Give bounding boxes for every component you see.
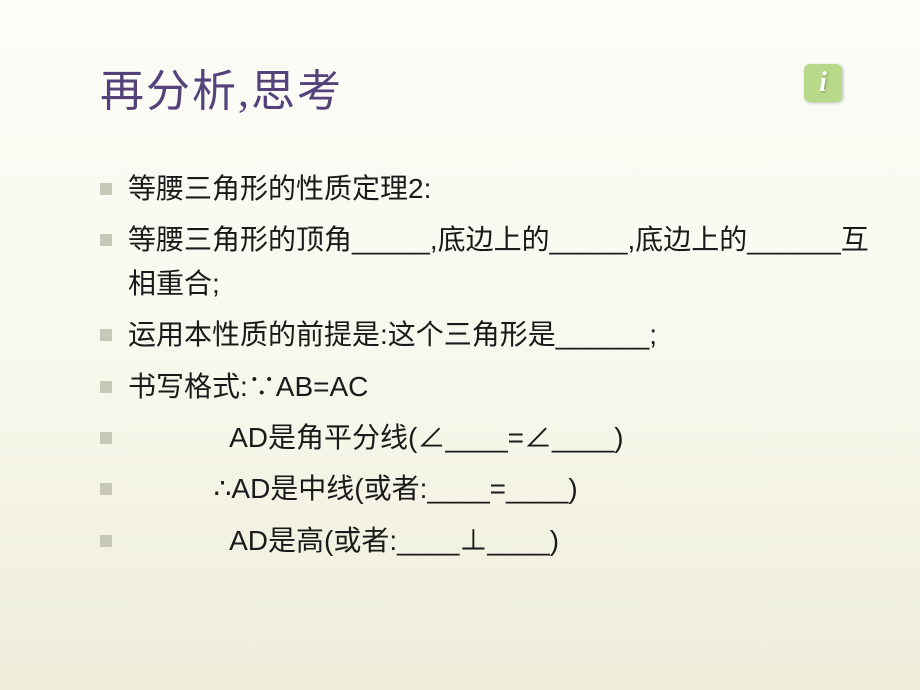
bullet-marker-icon <box>100 483 112 495</box>
bullet-text: 书写格式:∵AB=AC <box>128 365 870 408</box>
bullet-marker-icon <box>100 432 112 444</box>
slide-title: 再分析,思考 <box>100 55 870 119</box>
bullet-marker-icon <box>100 234 112 246</box>
bullet-list: 等腰三角形的性质定理2: 等腰三角形的顶角_____,底边上的_____,底边上… <box>100 167 870 562</box>
bullet-text: 运用本性质的前提是:这个三角形是______; <box>128 313 870 356</box>
bullet-text: AD是高(或者:____⊥____) <box>128 519 870 562</box>
list-item: 等腰三角形的性质定理2: <box>100 167 870 210</box>
bullet-text: AD是角平分线(∠____=∠____) <box>128 416 870 459</box>
bullet-marker-icon <box>100 183 112 195</box>
list-item: 运用本性质的前提是:这个三角形是______; <box>100 313 870 356</box>
list-item: AD是高(或者:____⊥____) <box>100 519 870 562</box>
list-item: ∴AD是中线(或者:____=____) <box>100 467 870 510</box>
list-item: 等腰三角形的顶角_____,底边上的_____,底边上的______互相重合; <box>100 218 870 305</box>
slide-container: 再分析,思考 i 等腰三角形的性质定理2: 等腰三角形的顶角_____,底边上的… <box>0 0 920 690</box>
bullet-marker-icon <box>100 381 112 393</box>
info-icon[interactable]: i <box>804 64 842 102</box>
bullet-text: 等腰三角形的顶角_____,底边上的_____,底边上的______互相重合; <box>128 218 870 305</box>
list-item: AD是角平分线(∠____=∠____) <box>100 416 870 459</box>
bullet-marker-icon <box>100 329 112 341</box>
bullet-marker-icon <box>100 535 112 547</box>
info-icon-label: i <box>819 67 827 99</box>
bullet-text: 等腰三角形的性质定理2: <box>128 167 870 210</box>
list-item: 书写格式:∵AB=AC <box>100 365 870 408</box>
bullet-text: ∴AD是中线(或者:____=____) <box>128 467 870 510</box>
